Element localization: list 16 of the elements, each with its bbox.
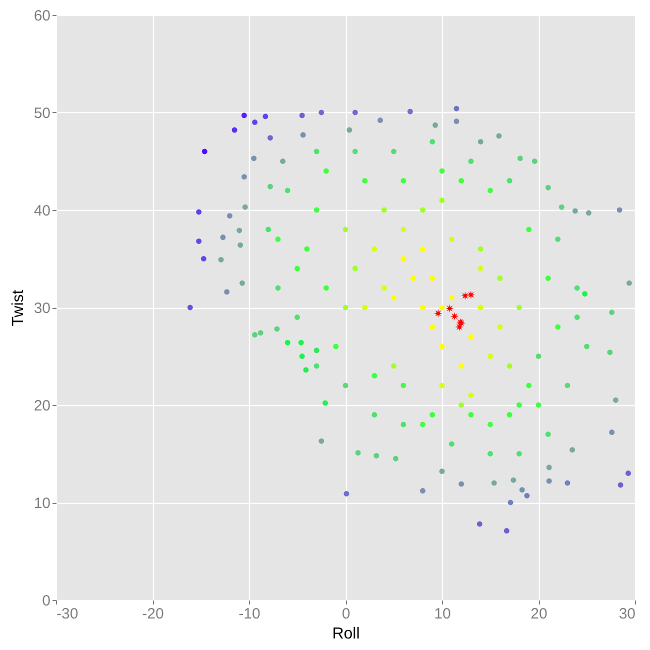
x-tick-label: -20 (142, 606, 164, 622)
x-tick-label: -10 (238, 606, 260, 622)
y-tick-label: 50 (34, 105, 50, 122)
y-tick-label: 10 (34, 495, 50, 512)
y-tick-label: 30 (34, 300, 50, 317)
x-axis-title: Roll (332, 626, 360, 642)
x-tick-label: 30 (618, 606, 636, 622)
x-tick-label: -30 (56, 606, 78, 622)
x-tick-label: 10 (434, 606, 451, 622)
y-tick-label: 40 (34, 202, 50, 220)
y-tick-label: 0 (42, 592, 50, 610)
x-tick-label: 20 (530, 606, 548, 622)
y-tick-label: 20 (34, 398, 50, 414)
y-axis-title: Twist (10, 289, 27, 326)
x-tick-label: 0 (342, 606, 350, 622)
y-tick-label: 60 (34, 8, 50, 24)
